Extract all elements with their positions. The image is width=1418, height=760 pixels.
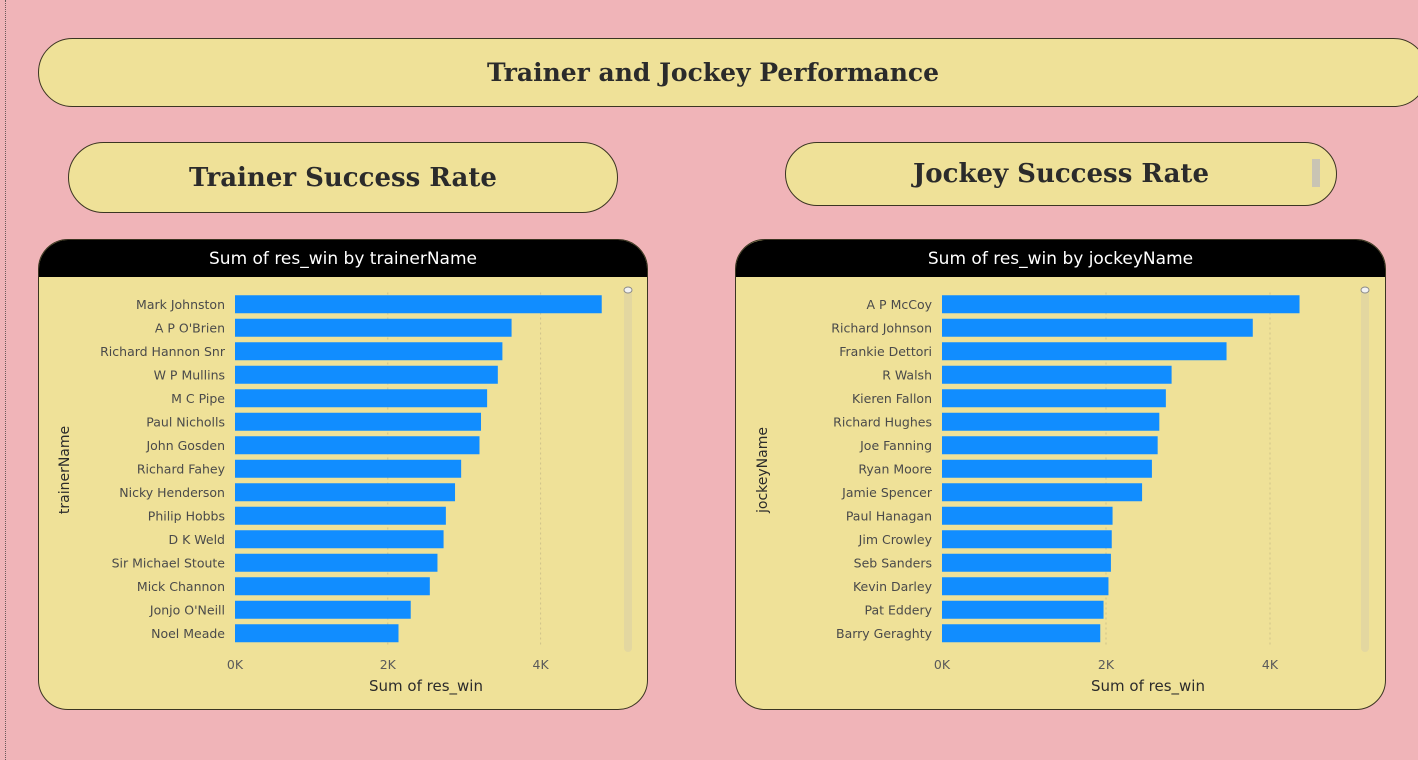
bar: [942, 506, 1113, 525]
category-label: Richard Johnson: [831, 320, 932, 335]
category-label: Mick Channon: [137, 579, 225, 594]
bar: [235, 342, 503, 361]
bar: [942, 342, 1227, 361]
category-label: Pat Eddery: [864, 602, 932, 617]
category-label: Noel Meade: [151, 626, 225, 641]
category-label: Paul Hanagan: [846, 508, 932, 523]
bar: [942, 577, 1109, 596]
jockey-chart-panel: Sum of res_win by jockeyName A P McCoy Ri…: [735, 239, 1386, 710]
x-tick-label: 4K: [1262, 657, 1279, 672]
x-tick-label: 0K: [934, 657, 951, 672]
bar: [235, 412, 482, 431]
x-tick-label: 2K: [380, 657, 397, 672]
category-label: Nicky Henderson: [119, 485, 225, 500]
category-label: Mark Johnston: [136, 297, 225, 312]
bar: [942, 436, 1158, 455]
scrollbar-track: [1361, 290, 1369, 652]
bar: [942, 295, 1300, 314]
page-title-banner: Trainer and Jockey Performance: [38, 38, 1418, 107]
category-label: Kevin Darley: [853, 579, 933, 594]
bar: [942, 389, 1166, 408]
scrollbar-thumb[interactable]: [623, 286, 633, 294]
bar: [235, 506, 446, 525]
banner-scroll-handle[interactable]: [1312, 159, 1320, 187]
x-tick-label: 0K: [227, 657, 244, 672]
trainer-chart-panel: Sum of res_win by trainerName Mark Johns…: [38, 239, 648, 710]
category-label: D K Weld: [169, 532, 226, 547]
bar: [942, 600, 1104, 619]
jockey-bar-chart: A P McCoy Richard Johnson Frankie Dettori R…: [755, 286, 1370, 696]
y-axis-label: jockeyName: [755, 427, 771, 514]
bar: [235, 459, 462, 478]
bar: [235, 436, 480, 455]
category-label: Richard Hughes: [833, 414, 932, 429]
jockey-chart-title: Sum of res_win by jockeyName: [736, 240, 1385, 277]
jockey-section-banner: Jockey Success Rate: [785, 142, 1337, 206]
category-label: A P McCoy: [867, 297, 933, 312]
bar: [235, 365, 498, 384]
page-title: Trainer and Jockey Performance: [486, 58, 940, 87]
category-label: R Walsh: [882, 367, 932, 382]
bar: [235, 600, 411, 619]
bar: [235, 553, 438, 572]
bar: [235, 577, 430, 596]
x-axis-label: Sum of res_win: [369, 677, 483, 696]
bar: [942, 459, 1152, 478]
bar: [942, 365, 1172, 384]
category-label: John Gosden: [145, 438, 225, 453]
category-label: Kieren Fallon: [852, 391, 932, 406]
x-tick-label: 2K: [1098, 657, 1115, 672]
category-label: Jamie Spencer: [841, 485, 933, 500]
bar: [942, 412, 1160, 431]
bar: [235, 530, 444, 549]
jockey-section-title: Jockey Success Rate: [912, 159, 1209, 189]
category-label: A P O'Brien: [155, 320, 225, 335]
category-label: Sir Michael Stoute: [112, 555, 226, 570]
category-label: Philip Hobbs: [148, 508, 225, 523]
category-label: Richard Hannon Snr: [100, 344, 226, 359]
bar: [942, 530, 1112, 549]
category-label: Jim Crowley: [858, 532, 933, 547]
category-label: Frankie Dettori: [839, 344, 932, 359]
bar: [942, 483, 1143, 502]
bar: [235, 483, 456, 502]
bar: [942, 318, 1253, 337]
trainer-bar-chart: Mark Johnston A P O'Brien Richard Hannon S…: [57, 286, 633, 696]
bar: [235, 295, 602, 314]
trainer-chart-title: Sum of res_win by trainerName: [39, 240, 647, 277]
trainer-section-banner: Trainer Success Rate: [68, 142, 618, 213]
category-label: Ryan Moore: [858, 461, 932, 476]
scrollbar-thumb[interactable]: [1360, 286, 1370, 294]
bar: [235, 624, 399, 643]
category-label: Joe Fanning: [859, 438, 932, 453]
bar: [235, 389, 488, 408]
category-label: M C Pipe: [171, 391, 225, 406]
bar: [235, 318, 512, 337]
y-axis-label: trainerName: [57, 426, 73, 514]
category-label: Barry Geraghty: [836, 626, 933, 641]
category-label: Richard Fahey: [137, 461, 226, 476]
left-border-guide: [5, 0, 6, 760]
category-label: W P Mullins: [154, 367, 225, 382]
scrollbar-track: [624, 290, 632, 652]
bar: [942, 553, 1111, 572]
category-label: Paul Nicholls: [146, 414, 225, 429]
trainer-section-title: Trainer Success Rate: [189, 162, 497, 193]
category-label: Seb Sanders: [854, 555, 932, 570]
category-label: Jonjo O'Neill: [149, 602, 225, 617]
x-axis-label: Sum of res_win: [1091, 677, 1205, 696]
x-tick-label: 4K: [533, 657, 550, 672]
bar: [942, 624, 1101, 643]
